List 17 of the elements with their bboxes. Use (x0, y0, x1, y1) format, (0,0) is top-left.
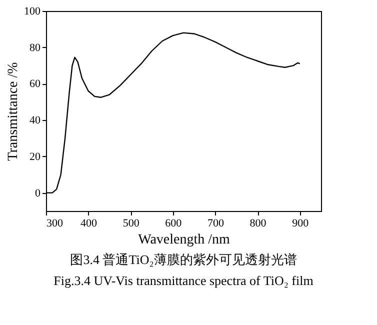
x-tick-label: 400 (80, 218, 98, 230)
y-tick-label: 40 (30, 114, 41, 127)
x-tick-label: 600 (165, 218, 182, 230)
y-tick-label: 80 (30, 42, 41, 54)
x-tick-label: 300 (46, 218, 64, 230)
x-tick-label: 700 (207, 218, 224, 230)
caption: 图3.4 普通TiO₂薄膜的紫外可见透射光谱 (70, 252, 297, 267)
x-tick-label: 500 (122, 218, 140, 230)
y-tick-label: 20 (30, 150, 41, 163)
x-tick-label: 800 (250, 218, 267, 230)
y-tick-label: 60 (30, 78, 41, 90)
x-tick-label: 900 (292, 218, 310, 230)
x-axis-title: Wavelength /nm (138, 232, 230, 248)
y-tick-label: 0 (35, 187, 41, 200)
y-axis-title: Transmittance /% (6, 62, 21, 161)
caption: Fig.3.4 UV-Vis transmittance spectra of TiO₂ film (54, 273, 314, 288)
y-tick-label: 100 (24, 6, 41, 18)
